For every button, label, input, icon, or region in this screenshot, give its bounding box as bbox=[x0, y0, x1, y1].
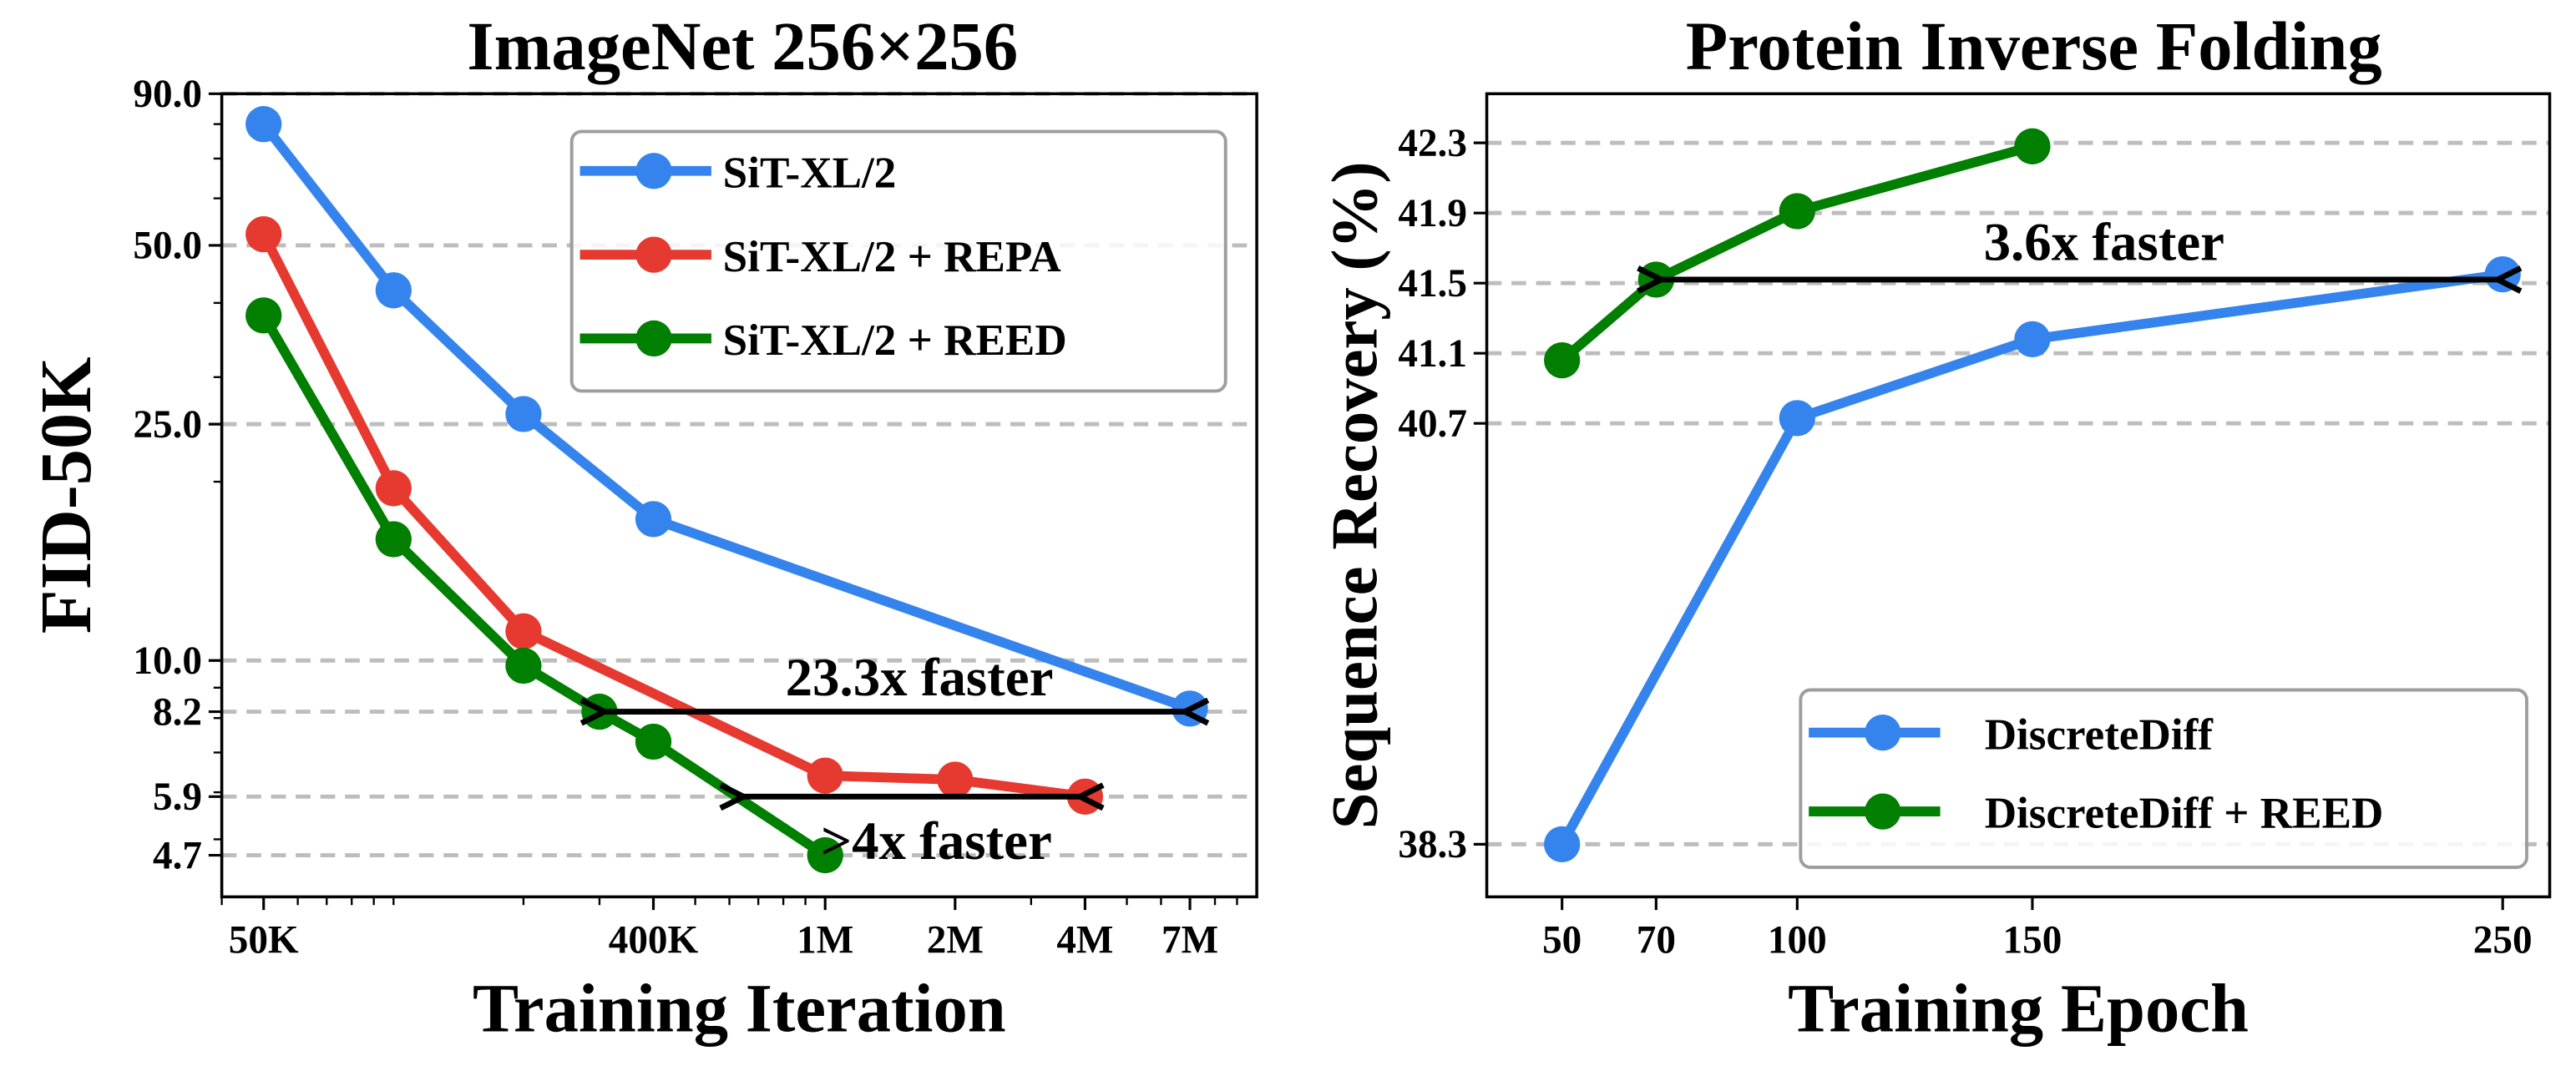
y-tick-label: 90.0 bbox=[133, 73, 202, 116]
series-line-2 bbox=[259, 312, 828, 860]
x-tick-label: 7M bbox=[1161, 918, 1218, 962]
data-point bbox=[505, 647, 542, 684]
x-tick-label: 2M bbox=[927, 918, 984, 962]
protein-chart: 38.3 40.7 41.1 41.5 41.9 42.3 50 70 100 150 250 3.6… bbox=[1319, 8, 2552, 1047]
y-tick-label: 50.0 bbox=[133, 225, 202, 268]
data-point bbox=[937, 761, 974, 798]
y-tick-label: 41.1 bbox=[1398, 332, 1467, 376]
data-point bbox=[505, 396, 542, 432]
annotation-label: >4x faster bbox=[821, 811, 1052, 871]
annotation-label: 23.3x faster bbox=[786, 648, 1054, 708]
legend-label: DiscreteDiff + REED bbox=[1985, 790, 2384, 838]
series-line-0 bbox=[1557, 269, 2504, 847]
legend-label: SiT-XL/2 + REED bbox=[723, 316, 1067, 365]
legend: DiscreteDiff DiscreteDiff + REED bbox=[1799, 688, 2528, 869]
legend: SiT-XL/2 SiT-XL/2 + REPA SiT-XL/2 + REED bbox=[569, 129, 1227, 393]
data-point bbox=[1544, 826, 1581, 863]
x-tick-label: 250 bbox=[2473, 918, 2533, 962]
x-tick-label: 150 bbox=[2003, 918, 2062, 962]
data-point bbox=[245, 297, 282, 334]
y-tick-label: 41.5 bbox=[1398, 262, 1467, 306]
x-axis-label: Training Epoch bbox=[1788, 970, 2249, 1047]
legend-label: SiT-XL/2 bbox=[723, 149, 897, 197]
data-point bbox=[635, 723, 672, 760]
legend-marker bbox=[635, 153, 672, 189]
data-point bbox=[1544, 341, 1581, 379]
data-point bbox=[635, 501, 672, 538]
imagenet-chart: 4.7 5.9 8.2 10.0 25.0 50.0 90.0 50K 400K 1M 2M 4M 7M… bbox=[26, 8, 1258, 1047]
data-point bbox=[2484, 256, 2521, 293]
axes-frame bbox=[1485, 92, 2552, 899]
data-point bbox=[375, 470, 412, 507]
y-tick-label: 25.0 bbox=[133, 403, 202, 447]
data-point bbox=[1172, 690, 1208, 727]
legend-marker bbox=[1865, 715, 1901, 751]
chart-title: Protein Inverse Folding bbox=[1686, 8, 2382, 84]
series-line-1 bbox=[1558, 141, 2034, 365]
y-tick-label: 4.7 bbox=[153, 834, 202, 877]
y-tick-label: 10.0 bbox=[133, 639, 202, 683]
legend-label: SiT-XL/2 + REPA bbox=[723, 233, 1061, 281]
annotation-label: 3.6x faster bbox=[1984, 212, 2224, 272]
x-axis-label: Training Iteration bbox=[473, 970, 1006, 1047]
x-tick-label: 70 bbox=[1637, 918, 1676, 962]
axes-frame bbox=[220, 92, 1258, 899]
legend-box bbox=[1799, 688, 2528, 869]
data-point bbox=[375, 272, 412, 309]
legend-marker bbox=[635, 236, 672, 273]
data-point bbox=[1779, 193, 1815, 230]
y-tick-label: 41.9 bbox=[1398, 192, 1467, 235]
x-tick-label: 400K bbox=[609, 918, 699, 962]
data-point bbox=[245, 215, 282, 253]
legend-label: DiscreteDiff bbox=[1985, 710, 2214, 759]
data-point bbox=[375, 521, 412, 558]
x-tick-label: 4M bbox=[1056, 918, 1113, 962]
data-point bbox=[505, 613, 542, 649]
y-tick-label: 8.2 bbox=[153, 690, 202, 734]
y-tick-label: 42.3 bbox=[1398, 122, 1467, 165]
legend-marker bbox=[635, 320, 672, 357]
data-point bbox=[2014, 321, 2051, 358]
x-tick-label: 50 bbox=[1542, 918, 1582, 962]
x-tick-label: 1M bbox=[797, 918, 853, 962]
data-point bbox=[2014, 128, 2051, 164]
legend-marker bbox=[1865, 793, 1901, 830]
x-tick-label: 100 bbox=[1768, 918, 1827, 962]
data-point bbox=[245, 106, 282, 143]
y-tick-label: 5.9 bbox=[153, 775, 202, 819]
legend-box bbox=[569, 129, 1227, 393]
y-tick-label: 38.3 bbox=[1398, 823, 1467, 866]
y-tick-label: 40.7 bbox=[1398, 402, 1467, 446]
data-point bbox=[807, 757, 843, 794]
chart-title: ImageNet 256×256 bbox=[467, 8, 1018, 84]
data-point bbox=[1779, 400, 1815, 437]
y-axis-label: FID-50K bbox=[26, 356, 106, 634]
x-tick-label: 50K bbox=[229, 918, 299, 962]
y-axis-label: Sequence Recovery (%) bbox=[1319, 161, 1392, 829]
data-point bbox=[807, 836, 843, 874]
